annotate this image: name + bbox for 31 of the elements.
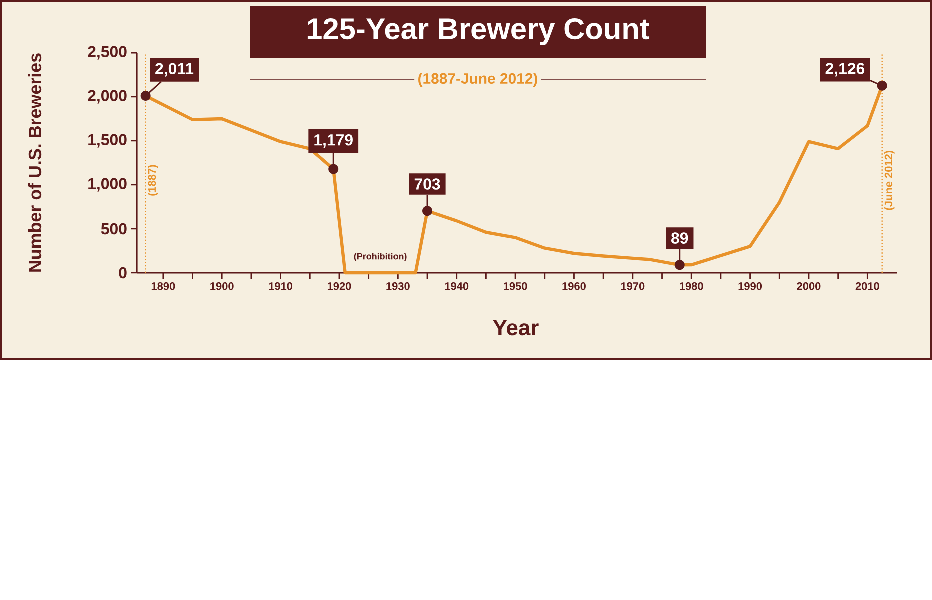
data-label: 2,011 (156, 63, 194, 77)
x-tick-label: 1990 (738, 282, 762, 290)
x-tick-label: 1960 (562, 282, 586, 290)
data-label: 2,126 (826, 63, 865, 77)
y-tick-label: 0 (119, 267, 127, 279)
data-label: 1,179 (314, 134, 353, 148)
x-tick-label: 1900 (210, 282, 234, 290)
x-tick-label: 1940 (445, 282, 469, 290)
chart-title: 125-Year Brewery Count (308, 18, 650, 46)
y-axis-title: Number of U.S. Breweries (28, 54, 42, 272)
x-tick-label: 1930 (386, 282, 410, 290)
x-tick-label: 2000 (797, 282, 821, 290)
y-tick-label: 2,500 (88, 46, 127, 60)
data-label: 703 (414, 178, 440, 190)
annotation: (Prohibition) (354, 253, 407, 262)
x-tick-label: 1980 (680, 282, 704, 290)
ref-line-label: (1887) (148, 165, 158, 196)
x-tick-label: 1920 (328, 282, 352, 290)
x-tick-label: 2010 (856, 282, 880, 290)
x-tick-label: 1910 (269, 282, 293, 290)
y-tick-label: 1,500 (88, 134, 127, 148)
text: (1887-June 2012) (418, 73, 538, 87)
ref-line-label: (June 2012) (884, 150, 895, 210)
y-tick-label: 2,000 (88, 90, 127, 104)
x-tick-label: 1950 (504, 282, 528, 290)
y-tick-label: 1,000 (88, 178, 127, 192)
x-tick-label: 1970 (621, 282, 645, 290)
y-tick-label: 500 (101, 223, 127, 235)
x-tick-label: 1890 (152, 282, 176, 290)
data-label: 89 (672, 232, 688, 244)
x-axis-title: Year (493, 320, 539, 336)
